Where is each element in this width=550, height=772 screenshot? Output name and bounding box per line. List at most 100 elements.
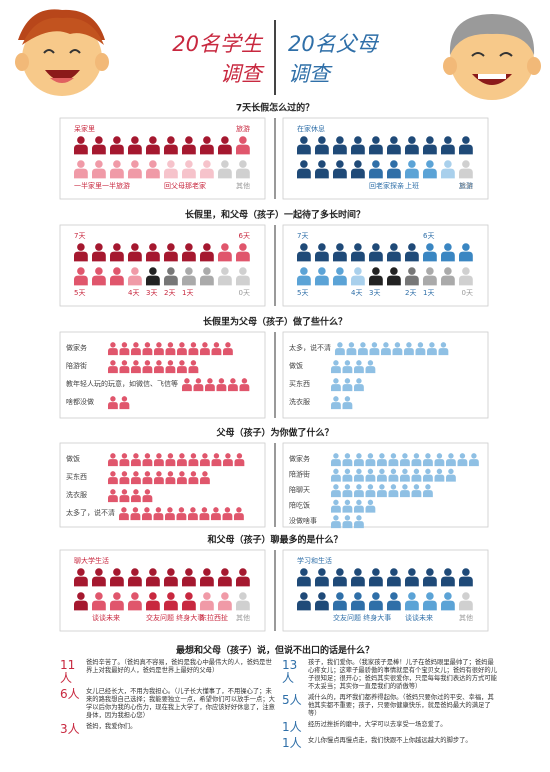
group-label: 1天 <box>182 289 193 297</box>
person-head <box>459 453 466 459</box>
student-quotes: 11人 爸妈辛苦了。（爸妈真不容易，爸妈是我心中最伟大的人，爸妈是世界上对我最好的… <box>60 659 275 739</box>
icon-group <box>92 592 142 611</box>
person-head <box>77 267 85 275</box>
person-head <box>425 468 431 475</box>
icon-group <box>459 267 473 286</box>
person-body <box>188 348 199 356</box>
person-head <box>144 360 151 366</box>
person-body <box>315 275 329 286</box>
person-head <box>221 136 229 144</box>
person-head <box>348 342 355 348</box>
person-head <box>367 468 374 475</box>
person-body <box>188 366 199 374</box>
group-label: 7天 <box>74 232 85 240</box>
person-body <box>297 600 311 611</box>
person-body <box>405 576 419 587</box>
person-head <box>113 568 121 576</box>
person-head <box>344 515 351 521</box>
person-head <box>390 267 398 275</box>
row-label: 没做啥事 <box>289 516 317 525</box>
person-head <box>121 489 128 495</box>
person-body <box>200 275 214 286</box>
person-head <box>372 136 380 144</box>
icon-group <box>108 489 153 503</box>
person-body <box>392 348 403 356</box>
person-head <box>436 468 443 475</box>
icon-group <box>331 453 479 467</box>
person-head <box>185 568 193 576</box>
person-head <box>356 499 362 506</box>
person-body <box>128 275 142 286</box>
person-body <box>108 348 118 356</box>
person-body <box>177 459 187 467</box>
group-label: 2天 <box>164 289 175 297</box>
group-label: 上班 <box>405 181 419 190</box>
person-head <box>230 378 236 384</box>
person-head <box>417 342 424 348</box>
person-body <box>165 348 176 356</box>
person-head <box>144 507 150 513</box>
person-body <box>110 600 124 611</box>
person-body <box>130 513 141 521</box>
person-head <box>110 396 116 402</box>
person-body <box>108 459 118 467</box>
person-head <box>372 267 380 275</box>
person-body <box>74 275 88 286</box>
panel <box>282 549 489 632</box>
person-head <box>444 592 452 600</box>
person-body <box>119 459 130 467</box>
person-body <box>110 576 124 587</box>
person-head <box>156 360 162 366</box>
icon-group <box>441 160 455 179</box>
person-body <box>297 275 311 286</box>
person-head <box>336 136 344 144</box>
person-body <box>441 600 455 611</box>
person-head <box>190 471 197 477</box>
person-head <box>207 378 213 384</box>
person-head <box>144 489 151 495</box>
person-head <box>354 267 362 275</box>
person-head <box>121 342 128 348</box>
icon-group <box>405 592 455 611</box>
person-head <box>133 453 139 459</box>
person-head <box>383 342 389 348</box>
person-head <box>203 136 211 144</box>
quote: 3人 爸妈，我爱你们。 <box>60 723 275 736</box>
icon-group <box>74 568 250 611</box>
panel <box>59 331 266 419</box>
person-head <box>440 342 447 348</box>
person-head <box>413 468 420 475</box>
person-head <box>167 267 175 275</box>
person-head <box>203 267 211 275</box>
parent-quotes: 13人 孩子，我们爱你。（我家孩子是棒！儿子在爸妈眼里最帅了；爸妈最心疼女儿；这辈… <box>282 659 497 753</box>
person-body <box>119 366 130 374</box>
person-head <box>318 136 326 144</box>
person-head <box>333 484 339 490</box>
person-body <box>351 168 365 179</box>
icon-group <box>74 160 160 179</box>
person-body <box>154 477 164 485</box>
person-body <box>236 576 250 587</box>
person-body <box>427 348 437 356</box>
person-head <box>354 568 362 576</box>
icon-group <box>405 267 419 286</box>
person-head <box>131 568 139 576</box>
person-head <box>336 592 344 600</box>
person-head <box>95 136 103 144</box>
person-head <box>333 515 339 521</box>
group-label: 回父母那老家 <box>164 181 206 190</box>
person-body <box>164 576 178 587</box>
person-head <box>132 507 139 513</box>
icon-group <box>146 267 160 286</box>
person-body <box>110 251 124 262</box>
person-head <box>356 360 362 366</box>
person-body <box>108 402 118 410</box>
quote-text: 女儿已经长大，不用为我担心。（儿子长大懂事了，不用操心了；未来的路我想自己选择；… <box>86 688 275 719</box>
person-body <box>369 576 383 587</box>
group-label: 学习和生活 <box>297 556 332 565</box>
panel <box>59 117 266 200</box>
group-label: 6天 <box>239 232 250 240</box>
person-head <box>77 136 85 144</box>
person-body <box>351 251 365 262</box>
person-body <box>369 251 383 262</box>
